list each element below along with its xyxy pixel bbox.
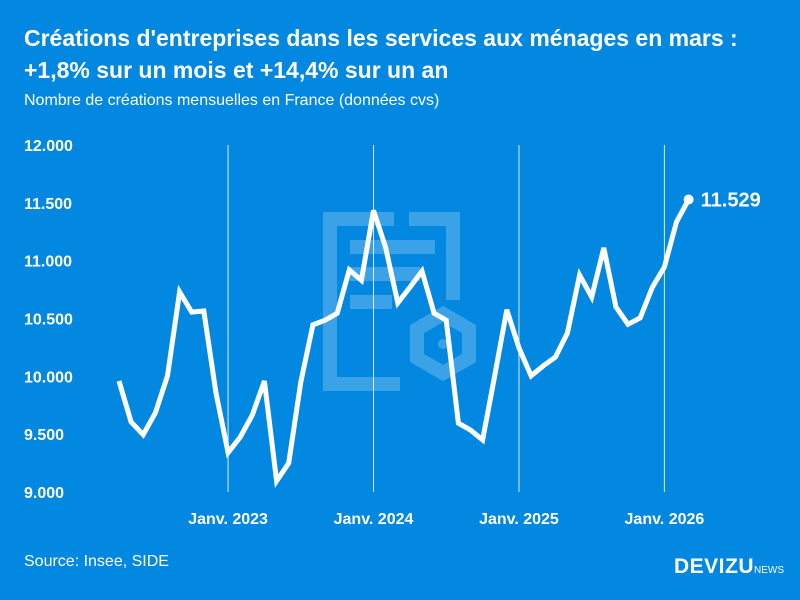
chart-subtitle: Nombre de créations mensuelles en France… <box>24 92 440 109</box>
logo-suffix: NEWS <box>754 565 785 576</box>
series-line <box>116 198 691 488</box>
y-tick-label: 10.500 <box>24 312 73 329</box>
x-tick-label: Janv. 2026 <box>625 511 705 528</box>
x-tick-label: Janv. 2024 <box>334 511 414 528</box>
y-tick-label: 9.000 <box>24 485 64 502</box>
title-line-1: Créations d'entreprises dans les service… <box>24 25 738 51</box>
logo-main: DEVIZU <box>674 555 755 578</box>
last-value-label: 11.529 <box>701 189 761 211</box>
y-tick-label: 11.000 <box>24 254 72 271</box>
y-tick-label: 9.500 <box>24 427 64 444</box>
devizu-logo: DEVIZUNEWS <box>674 555 784 579</box>
y-tick-label: 12.000 <box>24 138 73 155</box>
source-note: Source: Insee, SIDE <box>24 553 169 570</box>
y-tick-label: 11.500 <box>24 196 72 213</box>
watermark-logo-icon <box>323 212 476 391</box>
chart-title: Créations d'entreprises dans les service… <box>24 22 738 86</box>
y-tick-label: 10.000 <box>24 369 73 386</box>
x-tick-label: Janv. 2025 <box>479 511 559 528</box>
last-point-marker <box>683 194 694 205</box>
x-tick-label: Janv. 2023 <box>188 511 268 528</box>
title-line-2: +1,8% sur un mois et +14,4% sur un an <box>24 57 449 83</box>
